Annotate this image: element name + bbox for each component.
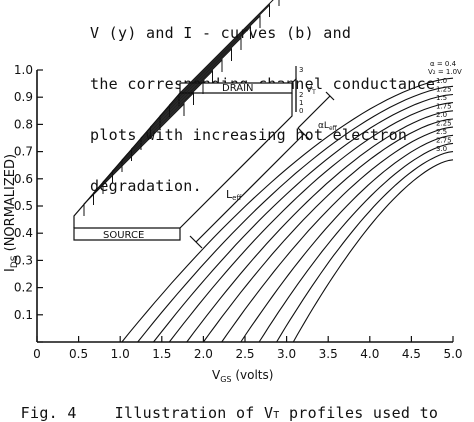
x-axis-label: VGS (volts) [212, 368, 273, 384]
y-axis-label: IDS (NORMALIZED) [3, 154, 20, 272]
series-line [240, 134, 454, 343]
text-line: V (y) and I - curves (b) and [90, 24, 352, 42]
scale-2: 2 [299, 91, 303, 99]
y-tick-label: 0.5 [14, 199, 33, 213]
channel-slab [169, 3, 270, 117]
series-line [186, 110, 454, 343]
x-tick-label: 1.5 [152, 347, 171, 361]
channel-slab [140, 36, 242, 150]
series-line [168, 102, 454, 343]
channel-slab [150, 25, 251, 139]
series-label: 2.5 [436, 128, 447, 136]
y-tick-label: 0.2 [14, 281, 33, 295]
x-tick-label: 4.0 [360, 347, 379, 361]
caption-tail: profiles used to [279, 404, 439, 422]
channel-slab [93, 91, 194, 205]
x-tick-label: 3.5 [319, 347, 338, 361]
source-label: SOURCE [103, 230, 144, 241]
series-line [276, 151, 454, 343]
aleff-label: αLeff [318, 121, 338, 132]
series-label: 1.75 [436, 103, 452, 111]
series-line [137, 85, 454, 343]
x-tick-label: 1.0 [111, 347, 130, 361]
y-tick-label: 0.1 [14, 308, 33, 322]
figure-chart: 0 0.5 1.0 1.5 2.0 2.5 3.0 3.5 4.0 4.5 5.0 0.1 0.2 0.3… [3, 0, 463, 384]
y-tick-label: 0.7 [14, 145, 33, 159]
x-tick-label: 2.5 [235, 347, 254, 361]
caption-text: Illustration of V [114, 404, 274, 422]
channel-slab [121, 58, 223, 172]
leff-label: Leff [226, 188, 241, 202]
series-line [221, 126, 454, 343]
scale-0: 0 [299, 107, 303, 115]
series-label: 2.75 [436, 137, 452, 145]
series-label: 1.5 [436, 94, 447, 102]
device-inset [73, 0, 335, 249]
channel-slab [178, 0, 280, 106]
figure-caption: Fig. 4 Illustration of VT profiles used t… [2, 386, 438, 422]
y-tick-label: 0.4 [14, 226, 33, 240]
y-tick-label: 0.9 [14, 90, 33, 104]
channel-slab [102, 80, 204, 194]
y-tick-label: 0.6 [14, 172, 33, 186]
legend-alpha: α = 0.4 [430, 60, 457, 68]
x-tick-label: 3.0 [277, 347, 296, 361]
x-tick-label: 5.0 [443, 347, 462, 361]
source-bar [73, 227, 181, 241]
series-line [202, 118, 454, 343]
y-tick-label: 0.8 [14, 117, 33, 131]
series-label: 3.0 [436, 145, 447, 153]
series-line [121, 77, 454, 343]
aleff-dim-line [297, 95, 331, 129]
series-label: 2.0 [436, 111, 447, 119]
caption-fig: Fig. 4 [20, 404, 77, 422]
series-label: 1.0 [436, 77, 447, 85]
drain-label: DRAIN [222, 83, 254, 94]
x-tick-label: 4.5 [402, 347, 421, 361]
vt-label: VT [306, 85, 316, 96]
scale-1: 1 [299, 99, 303, 107]
channel-slab [159, 14, 261, 128]
series-line [153, 93, 454, 343]
x-tick-label: 2.0 [194, 347, 213, 361]
y-tick-label: 0.3 [14, 253, 33, 267]
series-label: 1.25 [436, 86, 452, 94]
leff-dim-line [195, 133, 305, 243]
series-line [292, 159, 454, 343]
text-line: degradation. [90, 177, 202, 195]
channel-slab [83, 102, 185, 216]
scale-3: 3 [299, 66, 303, 74]
x-tick-label: 0.5 [69, 347, 88, 361]
x-tick-label: 0 [33, 347, 41, 361]
y-tick-label: 1.0 [14, 63, 33, 77]
channel-slab [112, 69, 213, 183]
series-label: 2.25 [436, 120, 452, 128]
series-line [258, 142, 454, 343]
legend-v2: V₂ = 1.0V [428, 68, 462, 76]
channel-slab [131, 47, 232, 161]
